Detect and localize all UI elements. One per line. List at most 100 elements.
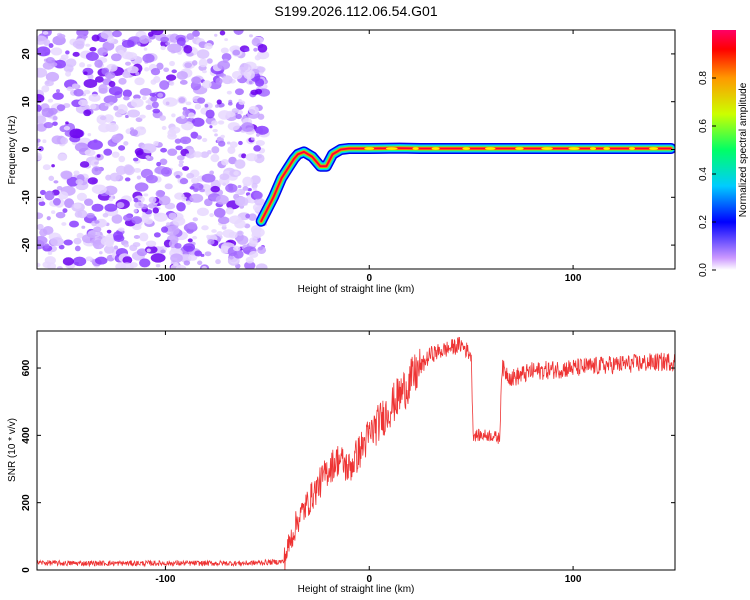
- noise-blob: [74, 245, 81, 252]
- noise-blob: [189, 186, 195, 190]
- noise-blob: [42, 261, 52, 268]
- noise-blob: [159, 158, 168, 166]
- noise-blob: [231, 108, 239, 114]
- noise-blob: [123, 243, 130, 248]
- noise-blob: [102, 213, 109, 218]
- noise-blob: [74, 210, 83, 218]
- track-spot: [589, 147, 597, 150]
- noise-blob: [142, 53, 155, 63]
- noise-blob: [176, 37, 186, 46]
- noise-blob: [224, 38, 229, 42]
- noise-blob: [170, 263, 182, 269]
- noise-blob: [161, 125, 167, 130]
- noise-blob: [175, 174, 181, 179]
- noise-blob: [73, 88, 84, 97]
- x-tick-label: -100: [155, 574, 175, 585]
- track-spot: [603, 147, 611, 150]
- x-tick-label: 0: [366, 273, 372, 284]
- noise-blob: [107, 36, 115, 44]
- track-green: [258, 145, 674, 224]
- noise-blob: [90, 103, 97, 110]
- noise-blob: [103, 114, 114, 123]
- noise-blob: [218, 110, 231, 120]
- noise-blob: [155, 263, 161, 268]
- noise-blob: [254, 197, 265, 206]
- noise-blob: [233, 170, 239, 176]
- noise-blob: [138, 203, 142, 207]
- colorbar-tick-label: 0.6: [698, 119, 709, 133]
- noise-blob: [219, 30, 226, 36]
- noise-blob: [178, 97, 186, 104]
- noise-blob: [217, 216, 230, 225]
- noise-blob: [123, 214, 133, 222]
- noise-blob: [109, 101, 114, 105]
- noise-blob: [255, 263, 268, 269]
- noise-blob: [104, 203, 118, 212]
- noise-blob: [153, 140, 160, 147]
- noise-blob: [81, 225, 86, 229]
- noise-blob: [170, 253, 183, 263]
- noise-blob: [197, 260, 203, 266]
- colorbar-label: Normalized spectral amplitude: [738, 82, 749, 217]
- noise-blob: [236, 235, 249, 245]
- track-spot: [541, 147, 553, 150]
- noise-blob: [236, 230, 244, 236]
- noise-blob: [165, 42, 171, 46]
- noise-blob: [193, 151, 203, 158]
- noise-blob: [182, 166, 190, 171]
- noise-blob: [205, 109, 215, 119]
- track-spot: [568, 147, 580, 150]
- noise-blob: [84, 198, 94, 206]
- track-spot: [385, 147, 398, 150]
- noise-blob: [202, 80, 212, 89]
- noise-blob: [225, 207, 234, 215]
- noise-blob: [140, 143, 157, 154]
- noise-blob: [97, 218, 108, 228]
- y-tick-label: 600: [21, 359, 32, 376]
- noise-blob: [45, 57, 55, 64]
- noise-blob: [103, 245, 115, 254]
- noise-blob: [255, 125, 269, 135]
- noise-blob: [153, 76, 161, 83]
- noise-blob: [229, 255, 234, 260]
- noise-blob: [48, 175, 55, 182]
- noise-blob: [173, 262, 179, 267]
- noise-blob: [164, 183, 173, 190]
- noise-blob: [127, 109, 141, 118]
- noise-blob: [196, 135, 202, 140]
- noise-blob: [153, 232, 161, 238]
- noise-blob: [48, 107, 58, 115]
- spectrogram-data: [37, 30, 675, 269]
- noise-blob: [150, 253, 166, 263]
- y-tick-label: 0: [21, 567, 32, 573]
- noise-blob: [192, 235, 198, 240]
- noise-blob: [86, 212, 95, 219]
- noise-blob: [250, 225, 262, 235]
- y-tick-label: 400: [21, 427, 32, 444]
- noise-blob: [163, 67, 170, 73]
- noise-blob: [47, 251, 53, 255]
- colorbar-ticks: 0.0 0.2 0.4 0.6 0.8: [698, 71, 716, 277]
- noise-blob: [160, 167, 172, 177]
- noise-blob: [233, 30, 244, 35]
- colorbar: 0.0 0.2 0.4 0.6 0.8 Normalized spectral ampl…: [698, 30, 749, 277]
- noise-blob: [168, 126, 181, 134]
- noise-blob: [234, 196, 249, 207]
- noise-blob: [62, 257, 74, 266]
- noise-blob: [219, 173, 230, 181]
- noise-blob: [234, 159, 246, 169]
- noise-blob: [89, 47, 97, 52]
- noise-blob: [183, 260, 191, 266]
- noise-blob: [221, 158, 229, 166]
- noise-blob: [228, 156, 237, 165]
- noise-blob: [204, 103, 209, 108]
- noise-blob: [42, 61, 55, 70]
- noise-blob: [226, 141, 231, 145]
- noise-blob: [201, 225, 209, 231]
- noise-blob: [250, 175, 261, 185]
- noise-blob: [85, 256, 93, 262]
- snr-series-line: [37, 336, 675, 570]
- noise-blob: [142, 96, 147, 101]
